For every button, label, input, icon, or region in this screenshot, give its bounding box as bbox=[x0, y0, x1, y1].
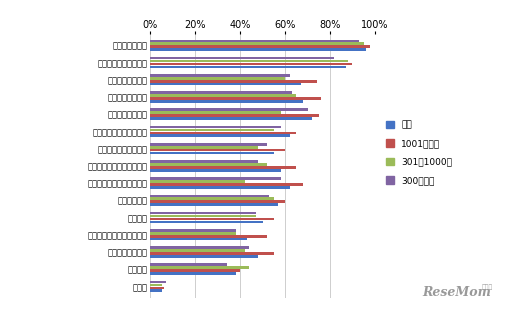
Bar bbox=[150, 111, 280, 114]
Bar bbox=[150, 163, 267, 166]
Bar bbox=[150, 215, 256, 217]
Bar bbox=[150, 255, 258, 258]
Bar bbox=[150, 100, 302, 103]
Bar bbox=[150, 152, 273, 154]
Bar bbox=[150, 235, 267, 237]
Bar bbox=[150, 60, 347, 62]
Bar bbox=[150, 126, 280, 128]
Bar bbox=[150, 238, 246, 241]
Bar bbox=[150, 183, 302, 186]
Text: ReseMom: ReseMom bbox=[421, 286, 490, 299]
Bar bbox=[150, 246, 249, 249]
Bar bbox=[150, 212, 256, 215]
Bar bbox=[150, 45, 370, 48]
Bar bbox=[150, 232, 235, 235]
Bar bbox=[150, 200, 285, 203]
Text: タイム: タイム bbox=[480, 284, 492, 290]
Bar bbox=[150, 266, 249, 269]
Bar bbox=[150, 48, 365, 51]
Bar bbox=[150, 281, 166, 283]
Bar bbox=[150, 114, 318, 117]
Bar bbox=[150, 63, 352, 65]
Bar bbox=[150, 272, 235, 275]
Bar bbox=[150, 94, 296, 97]
Bar bbox=[150, 129, 273, 131]
Bar bbox=[150, 77, 285, 80]
Bar bbox=[150, 166, 296, 169]
Bar bbox=[150, 40, 358, 42]
Bar bbox=[150, 186, 289, 189]
Bar bbox=[150, 146, 258, 148]
Bar bbox=[150, 264, 227, 266]
Bar bbox=[150, 83, 300, 86]
Bar bbox=[150, 149, 285, 152]
Bar bbox=[150, 160, 258, 163]
Bar bbox=[150, 131, 296, 134]
Bar bbox=[150, 80, 316, 82]
Bar bbox=[150, 42, 363, 45]
Bar bbox=[150, 177, 280, 180]
Bar bbox=[150, 180, 244, 183]
Bar bbox=[150, 143, 267, 146]
Bar bbox=[150, 220, 262, 223]
Bar bbox=[150, 74, 289, 77]
Bar bbox=[150, 252, 273, 255]
Bar bbox=[150, 97, 320, 100]
Bar bbox=[150, 249, 244, 252]
Bar bbox=[150, 218, 273, 220]
Bar bbox=[150, 108, 307, 111]
Bar bbox=[150, 65, 345, 68]
Bar bbox=[150, 290, 161, 292]
Bar bbox=[150, 135, 289, 137]
Bar bbox=[150, 197, 273, 200]
Bar bbox=[150, 286, 163, 289]
Bar bbox=[150, 169, 280, 172]
Bar bbox=[150, 229, 235, 232]
Bar bbox=[150, 57, 334, 60]
Bar bbox=[150, 117, 312, 120]
Bar bbox=[150, 284, 161, 286]
Bar bbox=[150, 91, 291, 94]
Bar bbox=[150, 203, 278, 206]
Bar bbox=[150, 269, 240, 272]
Legend: 全体, 1001名以上, 301～1000名, 300名以下: 全体, 1001名以上, 301～1000名, 300名以下 bbox=[383, 119, 453, 187]
Bar bbox=[150, 195, 269, 197]
